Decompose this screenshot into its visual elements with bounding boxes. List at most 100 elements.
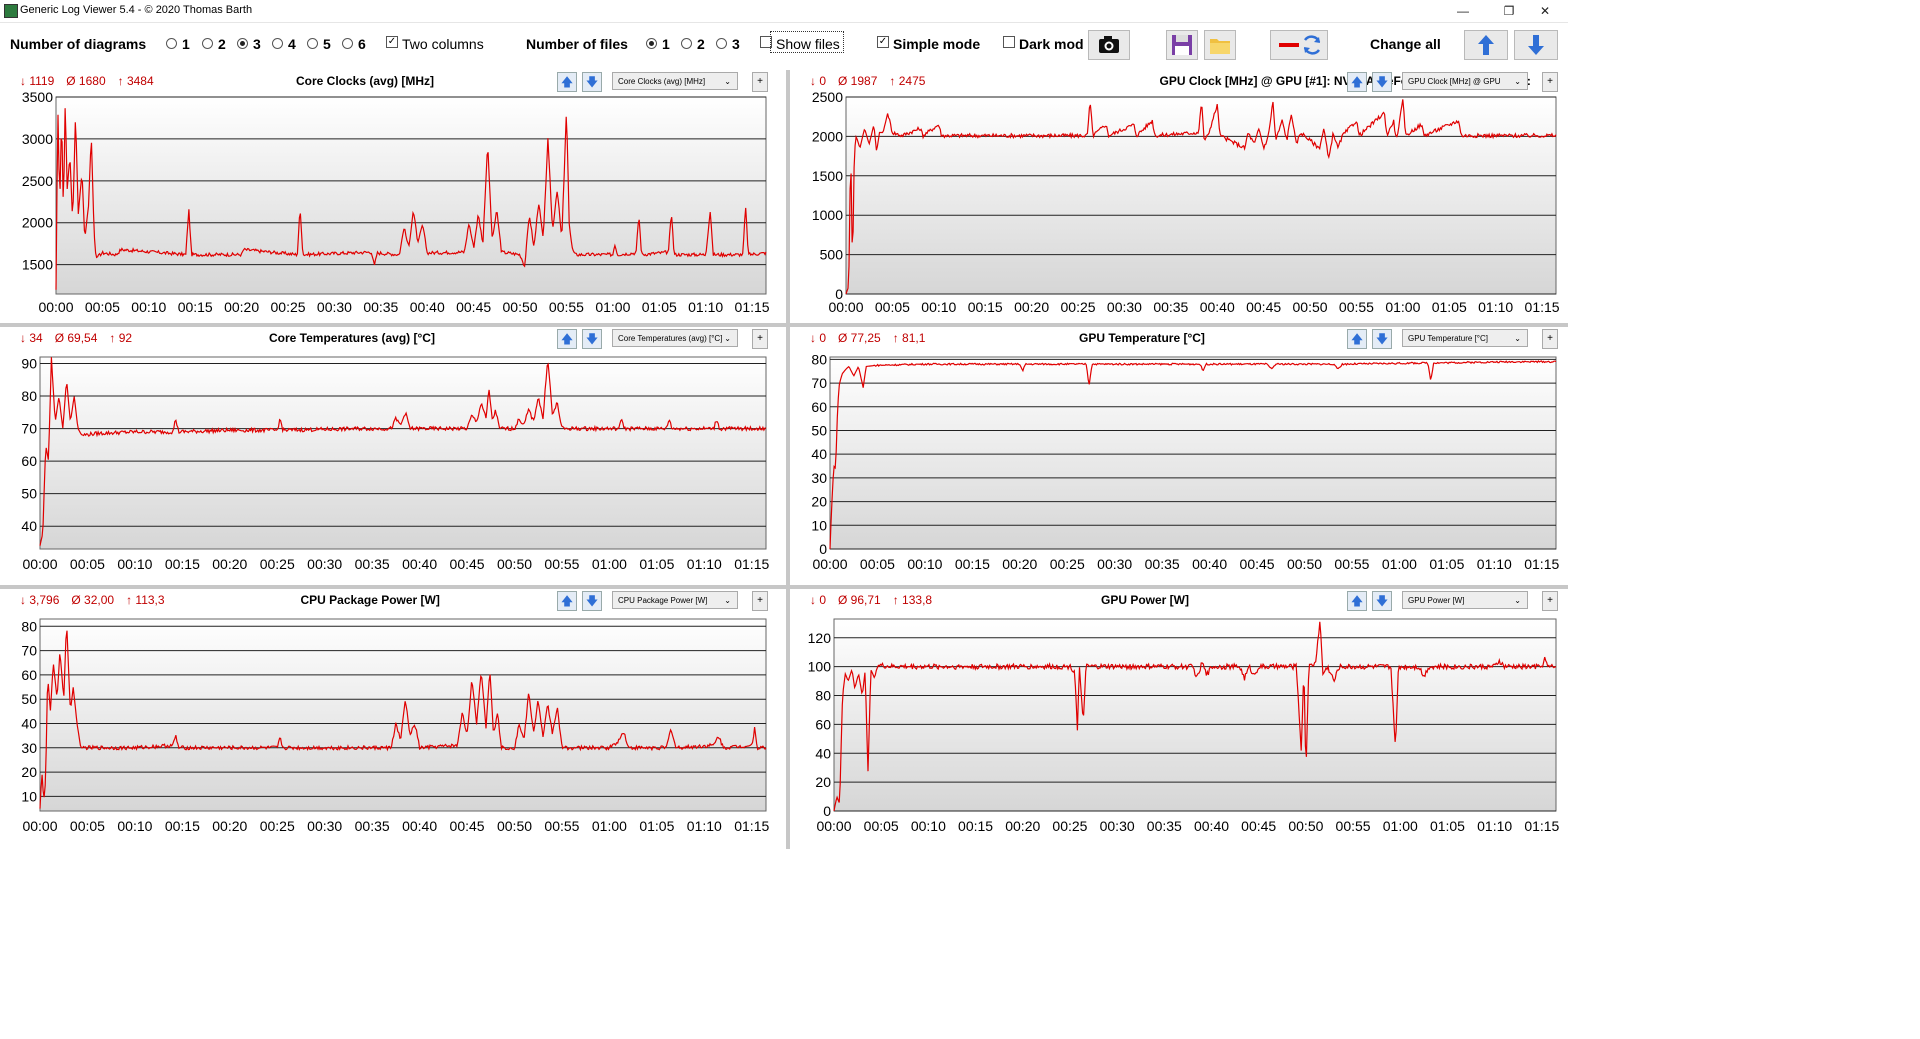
gpu-temperature-add-button[interactable]: + (1542, 329, 1558, 349)
maximize-button[interactable]: ❐ (1503, 4, 1515, 18)
diagram-panel-core-temperatures: ↓ 34 Ø 69,54 ↑ 92 Core Temperatures (avg) [… (0, 327, 786, 585)
gpu-power-sensor-select[interactable]: GPU Power [W] ⌄ (1402, 591, 1528, 609)
core-temperatures-stat-max: ↑ 92 (109, 331, 133, 345)
core-clocks-move-up-button[interactable]: 🡅 (557, 72, 577, 92)
swap-button[interactable] (1270, 30, 1328, 60)
core-temperatures-title: Core Temperatures (avg) [°C] (269, 331, 435, 345)
core-temperatures-move-down-button[interactable]: 🡇 (582, 329, 602, 349)
gpu-power-x-tick-label: 00:05 (864, 818, 899, 834)
gpu-clock-x-tick-label: 00:30 (1107, 299, 1142, 315)
gpu-clock-stat-min: ↓ 0 (810, 74, 827, 88)
diagram-radio-1[interactable] (166, 38, 177, 49)
cpu-package-power-move-up-button[interactable]: 🡅 (557, 591, 577, 611)
row-divider-1[interactable] (0, 323, 1568, 327)
core-temperatures-x-tick-label: 00:50 (497, 556, 532, 572)
gpu-power-sensor-select-value: GPU Power [W] (1408, 596, 1465, 605)
core-clocks-x-tick-label: 01:15 (735, 299, 770, 315)
open-button[interactable] (1204, 30, 1236, 60)
gpu-temperature-y-tick-label: 50 (811, 422, 827, 438)
core-temperatures-x-tick-label: 00:45 (450, 556, 485, 572)
cpu-package-power-move-down-button[interactable]: 🡇 (582, 591, 602, 611)
gpu-power-series-line (833, 621, 1557, 812)
simple-mode-checkbox[interactable]: ✓ (877, 36, 889, 48)
gpu-clock-y-tick-label: 500 (820, 247, 844, 263)
core-temperatures-add-button[interactable]: + (752, 329, 768, 349)
gpu-temperature-x-tick-label: 00:05 (860, 556, 895, 572)
two-columns-checkbox[interactable]: ✓ (386, 36, 398, 48)
gpu-power-move-down-button[interactable]: 🡇 (1372, 591, 1392, 611)
diagram-option-3: 3 (253, 36, 261, 52)
save-button[interactable] (1166, 30, 1198, 60)
gpu-clock-x-tick-label: 01:05 (1432, 299, 1467, 315)
core-clocks-stat-max: ↑ 3484 (117, 74, 154, 88)
gpu-clock-move-down-button[interactable]: 🡇 (1372, 72, 1392, 92)
gpu-clock-x-tick-label: 01:10 (1478, 299, 1513, 315)
diagram-option-4: 4 (288, 36, 296, 52)
minimize-button[interactable]: — (1457, 4, 1469, 18)
diagram-radio-2[interactable] (202, 38, 213, 49)
core-temperatures-x-tick-label: 01:10 (687, 556, 722, 572)
core-temperatures-y-tick-label: 70 (21, 421, 37, 437)
gpu-temperature-move-up-button[interactable]: 🡅 (1347, 329, 1367, 349)
gpu-temperature-y-tick-label: 60 (811, 399, 827, 415)
gpu-power-move-up-button[interactable]: 🡅 (1347, 591, 1367, 611)
gpu-temperature-sensor-select[interactable]: GPU Temperature [°C] ⌄ (1402, 329, 1528, 347)
diagram-radio-3[interactable] (237, 38, 248, 49)
file-radio-1[interactable] (646, 38, 657, 49)
core-temperatures-y-tick-label: 90 (21, 356, 37, 372)
gpu-clock-sensor-select[interactable]: GPU Clock [MHz] @ GPU ⌄ (1402, 72, 1528, 90)
chevron-down-icon: ⌄ (724, 334, 731, 343)
gpu-temperature-move-down-button[interactable]: 🡇 (1372, 329, 1392, 349)
gpu-temperature-x-tick-label: 00:50 (1287, 556, 1322, 572)
close-button[interactable]: ✕ (1539, 4, 1551, 18)
file-radio-2[interactable] (681, 38, 692, 49)
core-temperatures-y-tick-label: 60 (21, 453, 37, 469)
file-radio-3[interactable] (716, 38, 727, 49)
core-clocks-y-tick-label: 3000 (22, 131, 53, 147)
gpu-temperature-chart: 80 70 60 50 40 30 20 10 000:00 00:05 00:10 00:15 00:… (811, 351, 1559, 572)
core-temperatures-move-up-button[interactable]: 🡅 (557, 329, 577, 349)
core-clocks-x-tick-label: 00:20 (224, 299, 259, 315)
gpu-power-x-tick-label: 01:15 (1524, 818, 1559, 834)
gpu-clock-x-tick-label: 00:20 (1014, 299, 1049, 315)
diagram-radio-5[interactable] (307, 38, 318, 49)
gpu-temperature-x-tick-label: 00:00 (812, 556, 847, 572)
screenshot-button[interactable] (1088, 30, 1130, 60)
row-divider-2[interactable] (0, 585, 1568, 589)
gpu-clock-add-button[interactable]: + (1542, 72, 1558, 92)
two-columns-label: Two columns (402, 36, 484, 52)
gpu-power-add-button[interactable]: + (1542, 591, 1558, 611)
dark-mode-checkbox[interactable] (1003, 36, 1015, 48)
gpu-temperature-stat-avg: Ø 77,25 (838, 331, 881, 345)
core-temperatures-sensor-select[interactable]: Core Temperatures (avg) [°C] ⌄ (612, 329, 738, 347)
cpu-package-power-add-button[interactable]: + (752, 591, 768, 611)
cpu-package-power-y-tick-label: 40 (21, 716, 37, 732)
gpu-power-x-tick-label: 00:40 (1194, 818, 1229, 834)
core-clocks-move-down-button[interactable]: 🡇 (582, 72, 602, 92)
gpu-clock-x-tick-label: 00:25 (1061, 299, 1096, 315)
diagram-radio-6[interactable] (342, 38, 353, 49)
change-all-down-button[interactable] (1514, 30, 1558, 60)
gpu-clock-x-tick-label: 00:10 (921, 299, 956, 315)
core-temperatures-x-tick-label: 00:05 (70, 556, 105, 572)
gpu-power-y-tick-label: 40 (815, 745, 831, 761)
gpu-temperature-y-tick-label: 0 (819, 541, 827, 557)
show-files-checkbox[interactable] (760, 36, 772, 48)
core-clocks-sensor-select[interactable]: Core Clocks (avg) [MHz] ⌄ (612, 72, 738, 90)
gpu-clock-x-tick-label: 00:40 (1200, 299, 1235, 315)
diagram-radio-4[interactable] (272, 38, 283, 49)
change-all-up-button[interactable] (1464, 30, 1508, 60)
gpu-power-x-tick-label: 01:05 (1430, 818, 1465, 834)
core-clocks-add-button[interactable]: + (752, 72, 768, 92)
gpu-power-x-tick-label: 00:30 (1100, 818, 1135, 834)
core-temperatures-y-tick-label: 50 (21, 486, 37, 502)
core-clocks-series-line (55, 108, 767, 290)
gpu-clock-y-tick-label: 1000 (812, 207, 843, 223)
cpu-package-power-sensor-select[interactable]: CPU Package Power [W] ⌄ (612, 591, 738, 609)
gpu-clock-move-up-button[interactable]: 🡅 (1347, 72, 1367, 92)
diagram-option-2: 2 (218, 36, 226, 52)
gpu-clock-x-tick-label: 00:55 (1339, 299, 1374, 315)
column-divider[interactable] (786, 70, 790, 849)
cpu-package-power-x-tick-label: 00:35 (355, 818, 390, 834)
